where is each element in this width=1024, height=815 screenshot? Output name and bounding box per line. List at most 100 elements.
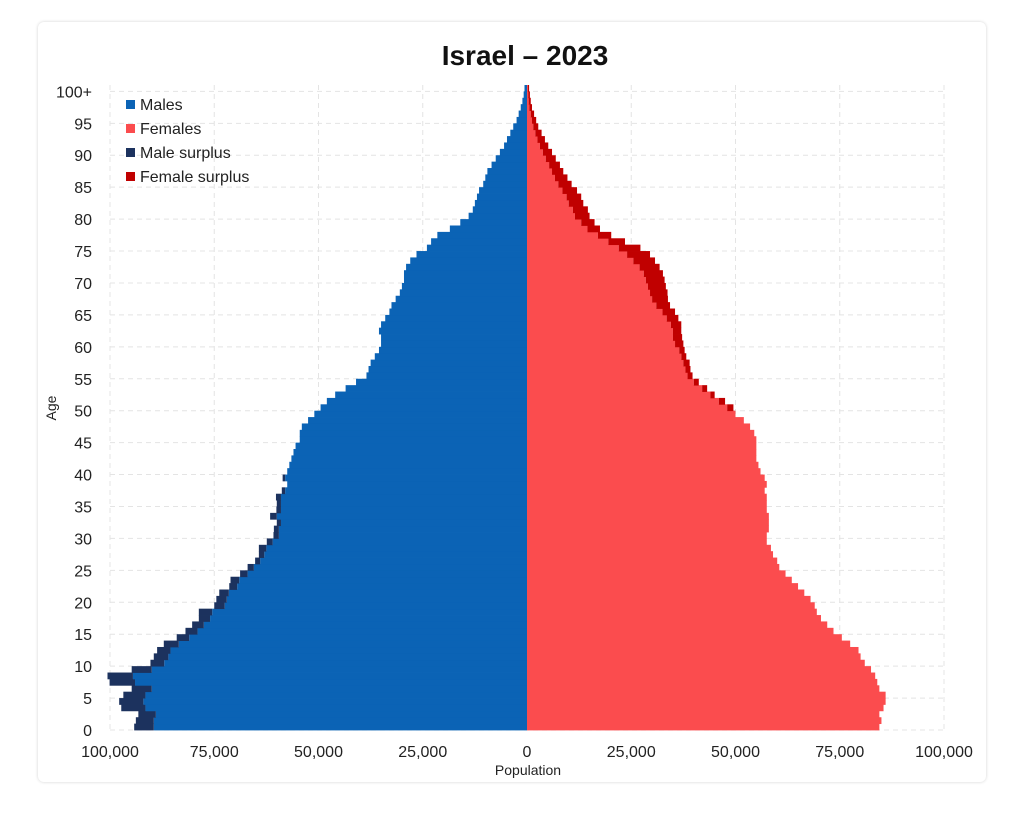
male-bar-age-47 [301, 423, 527, 431]
female-surplus-bar-age-75 [618, 244, 641, 252]
male-surplus-bar-age-10 [150, 659, 165, 667]
male-surplus-bar-age-37 [281, 487, 286, 495]
male-bar-age-73 [410, 257, 527, 265]
male-bar-age-19 [224, 602, 528, 610]
female-bar-age-38 [527, 480, 767, 488]
male-bar-age-76 [431, 238, 527, 246]
legend-swatch [126, 124, 135, 133]
male-bar-age-49 [314, 410, 527, 418]
male-bar-age-62 [378, 327, 527, 335]
legend-label: Female surplus [140, 169, 249, 186]
female-bar-age-10 [527, 659, 865, 667]
female-surplus-bar-age-82 [568, 199, 584, 207]
female-bar-age-21 [527, 589, 805, 597]
male-bar-age-95 [516, 116, 527, 124]
female-surplus-bar-age-50 [727, 404, 734, 412]
male-bar-age-88 [491, 161, 527, 169]
female-bar-age-23 [527, 576, 792, 584]
male-surplus-bar-age-19 [214, 602, 225, 610]
female-bar-age-25 [527, 563, 780, 571]
male-surplus-bar-age-31 [273, 525, 279, 533]
female-surplus-bar-age-88 [549, 161, 560, 169]
male-bar-age-21 [228, 589, 527, 597]
female-bar-age-15 [527, 627, 834, 635]
male-surplus-bar-age-22 [229, 583, 238, 590]
female-bar-age-61 [527, 334, 673, 341]
x-tick-label: 100,000 [915, 744, 973, 761]
male-bar-age-97 [520, 104, 527, 111]
female-bar-age-62 [527, 327, 673, 335]
y-tick-label: 90 [74, 148, 92, 165]
y-tick-label: 20 [74, 595, 92, 612]
female-surplus-bar-age-64 [666, 314, 679, 322]
male-bar-age-78 [449, 225, 527, 233]
male-surplus-bar-age-34 [276, 506, 281, 514]
female-surplus-bar-age-77 [597, 231, 612, 239]
female-bar-age-47 [527, 423, 751, 431]
male-surplus-bar-age-7 [109, 678, 136, 686]
female-bar-age-30 [527, 532, 767, 539]
female-bar-age-0 [527, 723, 880, 731]
female-surplus-bar-age-96 [530, 110, 535, 118]
male-bar-age-40 [287, 468, 527, 475]
female-surplus-bar-age-59 [679, 346, 685, 354]
male-bar-age-23 [239, 576, 527, 584]
female-bar-age-14 [527, 634, 842, 641]
male-bar-age-59 [378, 346, 527, 354]
male-bar-age-26 [260, 557, 527, 565]
male-surplus-bar-age-36 [275, 493, 281, 501]
male-bar-age-27 [264, 551, 527, 558]
female-surplus-bar-age-90 [542, 148, 553, 156]
male-surplus-bar-age-28 [258, 544, 267, 552]
male-surplus-bar-age-21 [219, 589, 229, 597]
male-bar-age-55 [366, 372, 527, 380]
male-bar-age-75 [426, 244, 527, 252]
male-surplus-bar-age-15 [185, 627, 198, 635]
female-surplus-bar-age-76 [608, 238, 625, 246]
female-surplus-bar-age-83 [566, 193, 582, 201]
female-surplus-bar-age-74 [627, 251, 651, 258]
female-surplus-bar-age-51 [718, 397, 726, 405]
male-bar-age-69 [401, 282, 527, 290]
male-bar-age-33 [276, 512, 527, 520]
y-tick-label: 5 [83, 691, 92, 708]
female-bar-age-24 [527, 570, 786, 578]
male-bar-age-11 [168, 653, 527, 661]
female-surplus-bar-age-92 [537, 136, 545, 143]
male-bar-age-54 [356, 378, 527, 386]
y-tick-label: 10 [74, 659, 92, 676]
female-bar-age-2 [527, 710, 880, 718]
female-bar-age-3 [527, 704, 884, 712]
y-tick-label: 45 [74, 436, 92, 453]
female-bar-age-40 [527, 468, 761, 475]
female-surplus-bar-age-71 [643, 270, 663, 277]
male-bar-age-18 [212, 608, 528, 616]
male-surplus-bar-age-4 [119, 698, 144, 705]
female-bar-age-99 [527, 91, 529, 99]
male-bar-age-48 [308, 417, 527, 424]
female-bar-age-76 [527, 238, 609, 246]
y-tick-label: 15 [74, 627, 92, 644]
male-surplus-bar-age-17 [198, 615, 211, 622]
female-surplus-bar-age-67 [652, 295, 668, 303]
male-bar-age-72 [406, 263, 527, 271]
male-bar-age-6 [151, 685, 527, 693]
x-tick-label: 25,000 [398, 744, 447, 761]
male-surplus-bar-age-33 [270, 512, 277, 520]
male-bar-age-22 [237, 583, 527, 590]
male-bar-age-61 [381, 334, 527, 341]
male-bar-age-100+ [524, 85, 527, 92]
female-bar-age-98 [527, 97, 529, 105]
female-surplus-bar-age-80 [574, 212, 590, 220]
male-bar-age-93 [510, 129, 527, 137]
male-bar-age-17 [210, 615, 527, 622]
male-bar-age-90 [499, 148, 527, 156]
female-surplus-bar-age-73 [633, 257, 656, 265]
legend-label: Females [140, 121, 201, 138]
male-surplus-bar-age-13 [163, 640, 179, 648]
x-tick-label: 75,000 [190, 744, 239, 761]
male-surplus-bar-age-35 [276, 500, 281, 507]
female-bar-age-81 [527, 206, 573, 214]
female-bar-age-77 [527, 231, 598, 239]
male-bar-age-65 [389, 308, 527, 316]
